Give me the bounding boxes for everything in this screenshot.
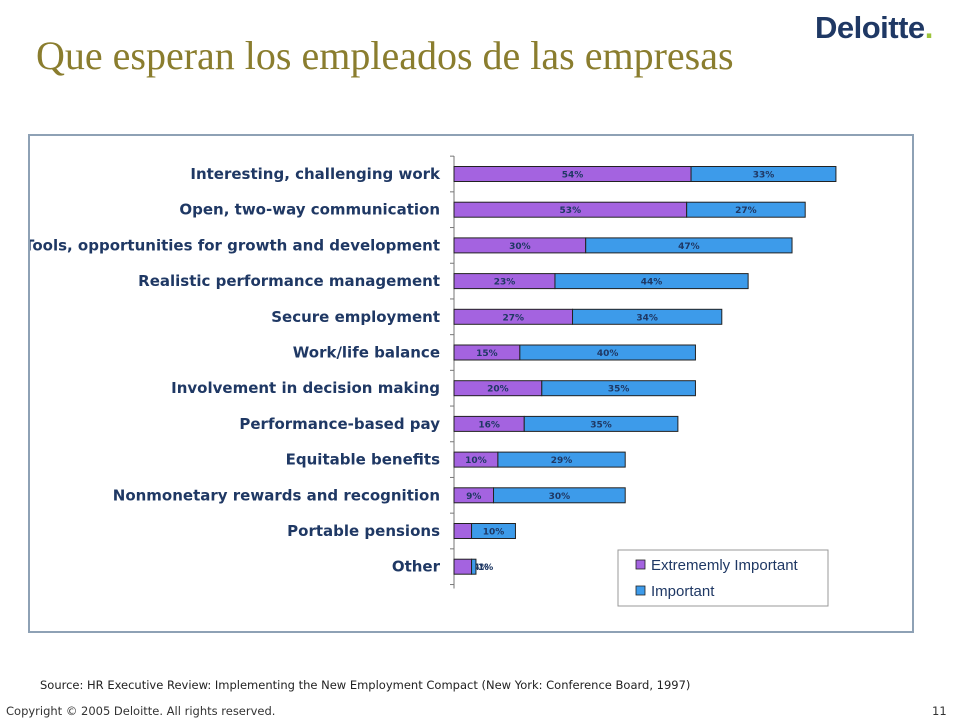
category-label: Equitable benefits bbox=[286, 451, 440, 469]
bar-important bbox=[471, 523, 516, 539]
legend-swatch bbox=[635, 559, 646, 570]
bar-important bbox=[519, 344, 696, 361]
data-label: 27% bbox=[735, 206, 757, 216]
data-label: 44% bbox=[641, 278, 663, 288]
bar-extremely-important bbox=[453, 558, 473, 575]
data-label: 33% bbox=[753, 171, 775, 181]
data-label: 30% bbox=[509, 242, 531, 252]
category-label: Tools, opportunities for growth and deve… bbox=[30, 236, 440, 254]
source-note: Source: HR Executive Review: Implementin… bbox=[40, 678, 691, 692]
category-label: Involvement in decision making bbox=[171, 379, 440, 397]
bar-important bbox=[497, 451, 626, 468]
data-label: 16% bbox=[478, 420, 500, 430]
bar-important bbox=[686, 201, 806, 218]
slide-title: Que esperan los empleados de las empresa… bbox=[36, 33, 734, 78]
data-label: 35% bbox=[590, 420, 612, 430]
category-label: Work/life balance bbox=[293, 344, 440, 362]
bar-important bbox=[572, 308, 723, 325]
data-label: 23% bbox=[494, 278, 516, 288]
copyright: Copyright © 2005 Deloitte. All rights re… bbox=[6, 704, 276, 718]
data-label: 15% bbox=[476, 349, 498, 359]
data-label: 35% bbox=[608, 385, 630, 395]
category-label: Other bbox=[392, 558, 441, 576]
category-label: Performance-based pay bbox=[239, 415, 440, 433]
category-label: Nonmonetary rewards and recognition bbox=[113, 486, 440, 504]
legend-swatch bbox=[635, 585, 646, 596]
deloitte-logo: Deloitte. bbox=[815, 10, 933, 46]
chart-frame: Interesting, challenging work 54% 33% Open,… bbox=[28, 134, 914, 633]
data-label: 29% bbox=[551, 456, 573, 466]
bar-important bbox=[585, 237, 793, 254]
bar-important bbox=[554, 273, 749, 290]
legend-label: Important bbox=[651, 583, 715, 600]
data-label: 9% bbox=[466, 492, 481, 502]
category-label: Interesting, challenging work bbox=[190, 165, 441, 183]
data-label: 34% bbox=[636, 313, 658, 323]
category-label: Portable pensions bbox=[287, 522, 440, 540]
bar-important bbox=[690, 166, 837, 182]
bar-important bbox=[471, 558, 477, 575]
category-label: Secure employment bbox=[271, 308, 440, 326]
category-label: Open, two-way communication bbox=[179, 201, 440, 219]
logo-text: Deloitte bbox=[815, 10, 925, 45]
bar-important bbox=[523, 415, 679, 432]
data-label: 40% bbox=[597, 349, 619, 359]
data-label: 20% bbox=[487, 385, 509, 395]
data-label: 10% bbox=[465, 456, 487, 466]
data-label: 54% bbox=[562, 171, 584, 181]
logo-dot: . bbox=[924, 10, 934, 45]
page-number: 11 bbox=[932, 704, 947, 718]
data-label: 47% bbox=[678, 242, 700, 252]
legend-box bbox=[617, 549, 829, 607]
category-label: Realistic performance management bbox=[138, 272, 440, 290]
stacked-bar-chart: Interesting, challenging work 54% 33% Open,… bbox=[30, 155, 837, 607]
legend: Extrememly Important Important bbox=[617, 549, 829, 607]
bar-extremely-important bbox=[453, 523, 473, 539]
data-label: 27% bbox=[502, 313, 524, 323]
data-label: 53% bbox=[560, 206, 582, 216]
data-label: 30% bbox=[549, 492, 571, 502]
data-label: 10% bbox=[483, 528, 505, 538]
data-label: 1% bbox=[478, 563, 493, 573]
bar-important bbox=[541, 380, 696, 397]
legend-label: Extrememly Important bbox=[651, 557, 799, 574]
bar-important bbox=[493, 487, 626, 504]
data-label: 4% bbox=[474, 563, 489, 573]
